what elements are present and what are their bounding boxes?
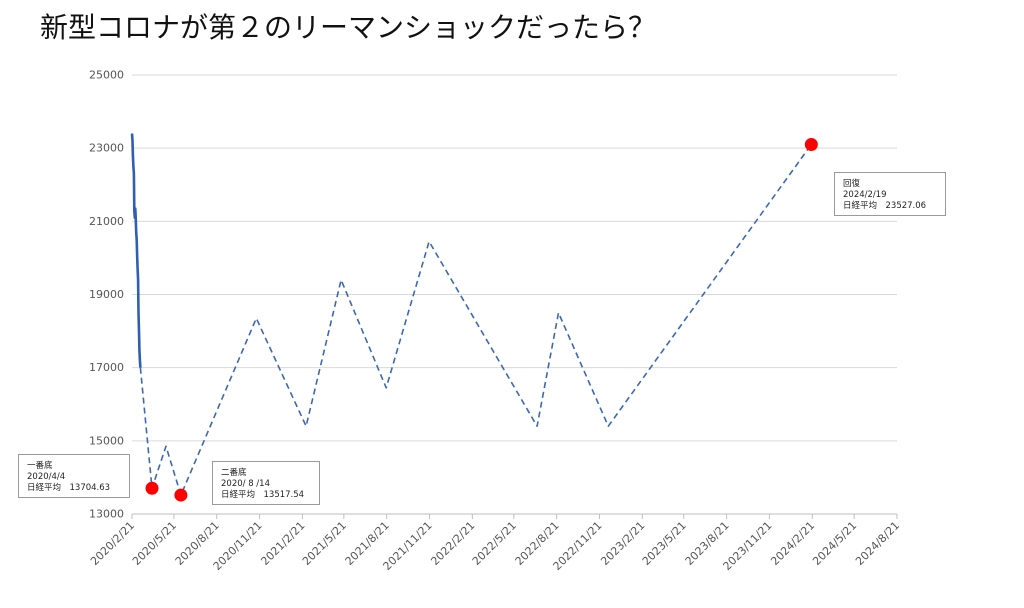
x-tick-label: 2020/5/21 bbox=[130, 519, 179, 568]
y-axis: 13000 15000 17000 19000 21000 23000 25000 bbox=[89, 69, 124, 521]
x-tick-label: 2024/8/21 bbox=[853, 519, 902, 568]
annotation-second-bottom: 二番底 2020/ 8 /14 日経平均 13517.54 bbox=[212, 461, 320, 505]
projected-series-line bbox=[139, 144, 812, 496]
y-tick-label: 21000 bbox=[89, 215, 124, 228]
annotation-line: 日経平均 13704.63 bbox=[27, 483, 111, 493]
point-marker bbox=[804, 138, 818, 152]
point-marker bbox=[174, 488, 188, 502]
y-tick-label: 25000 bbox=[89, 69, 124, 82]
x-tick-label: 2023/2/21 bbox=[598, 519, 647, 568]
y-tick-label: 19000 bbox=[89, 288, 124, 301]
annotation-line: 2024/2/19 bbox=[843, 190, 887, 200]
y-tick-label: 13000 bbox=[89, 508, 124, 521]
x-tick-label: 2024/5/21 bbox=[810, 519, 859, 568]
series-lines bbox=[130, 133, 812, 496]
point-markers bbox=[145, 138, 818, 502]
annotation-line: 2020/4/4 bbox=[27, 472, 66, 482]
annotation-line: 二番底 bbox=[221, 468, 247, 478]
annotation-line: 回復 bbox=[843, 179, 861, 189]
annotation-recovery: 回復 2024/2/19 日経平均 23527.06 bbox=[834, 172, 946, 216]
page-title: 新型コロナが第２のリーマンショックだったら？ bbox=[40, 11, 657, 44]
x-tick-label: 2021/2/21 bbox=[258, 519, 307, 568]
grid-lines bbox=[132, 74, 897, 442]
x-tick-label: 2022/5/21 bbox=[470, 519, 519, 568]
annotation-line: 日経平均 13517.54 bbox=[221, 490, 305, 500]
x-tick-label: 2024/2/21 bbox=[768, 519, 817, 568]
x-tick-label: 2020/2/21 bbox=[88, 519, 137, 568]
point-marker bbox=[145, 481, 159, 495]
annotation-line: 一番底 bbox=[27, 461, 53, 471]
x-tick-label: 2023/5/21 bbox=[640, 519, 689, 568]
x-tick-label: 2021/5/21 bbox=[300, 519, 349, 568]
actual-series-line bbox=[130, 133, 142, 368]
annotation-line: 日経平均 23527.06 bbox=[843, 201, 927, 211]
x-axis: 2020/2/212020/5/212020/8/212020/11/21202… bbox=[88, 513, 902, 573]
annotation-first-bottom: 一番底 2020/4/4 日経平均 13704.63 bbox=[18, 454, 130, 498]
y-tick-label: 23000 bbox=[89, 142, 124, 155]
y-tick-label: 17000 bbox=[89, 361, 124, 374]
x-tick-label: 2022/2/21 bbox=[428, 519, 477, 568]
annotation-line: 2020/ 8 /14 bbox=[221, 479, 270, 489]
y-tick-label: 15000 bbox=[89, 434, 124, 447]
